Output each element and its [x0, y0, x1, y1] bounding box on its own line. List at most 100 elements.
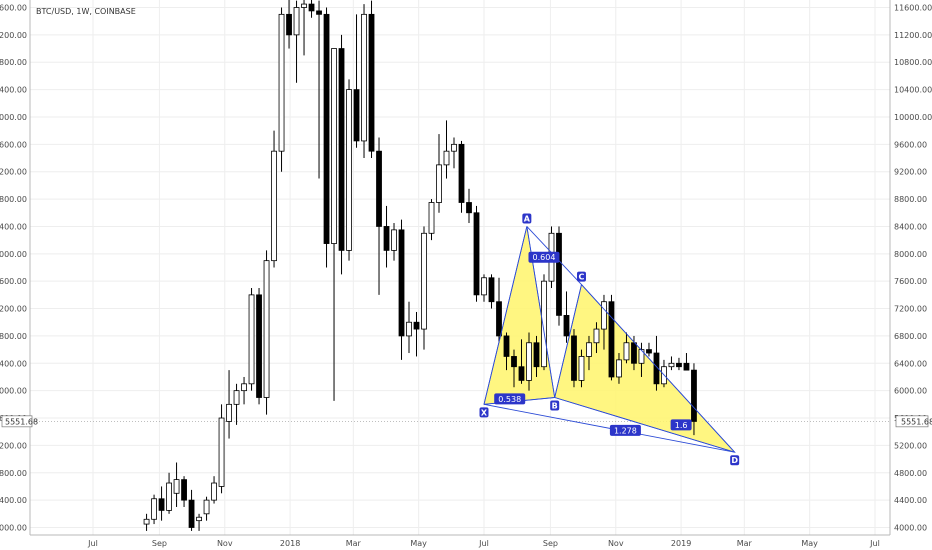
candle — [368, 0, 375, 159]
candle-body — [211, 482, 217, 501]
pattern-leg-xd — [483, 403, 735, 453]
candle — [293, 0, 300, 83]
candle — [608, 294, 615, 381]
candle-body — [458, 143, 465, 203]
candle-body — [203, 499, 210, 515]
y-tick-label-right: 10400.00 — [894, 86, 932, 95]
candle-body — [383, 226, 390, 251]
svg-text:1.6: 1.6 — [675, 421, 688, 430]
candle — [406, 301, 412, 354]
candle — [346, 79, 352, 261]
candle — [181, 476, 187, 507]
candle — [151, 494, 157, 525]
candle — [601, 294, 607, 350]
candle — [203, 496, 210, 521]
candle-body — [278, 13, 285, 152]
candle-body — [376, 150, 382, 227]
candle-body — [616, 359, 622, 378]
candle-body — [271, 150, 277, 262]
candle — [173, 462, 180, 507]
pattern-point-c: C — [576, 271, 586, 282]
pattern-leg-xa — [483, 226, 528, 405]
candle-body — [443, 150, 450, 166]
x-tick-label: Jul — [478, 539, 489, 548]
candle-body — [503, 335, 510, 357]
candle-body — [623, 342, 630, 361]
candle — [616, 353, 622, 384]
candle-body — [578, 356, 585, 381]
candle — [503, 332, 510, 371]
y-tick-label-left: 10400.00 — [0, 86, 27, 95]
x-tick-label: Mar — [737, 539, 753, 548]
candle — [511, 349, 517, 388]
candle-body — [676, 362, 682, 368]
y-tick-label-left: 11600.00 — [0, 4, 27, 13]
y-tick-label-right: 10000.00 — [894, 113, 932, 122]
svg-text:A: A — [524, 214, 531, 223]
price-tag-left: 5551.68 — [1, 415, 38, 428]
candle — [593, 322, 600, 354]
candle-body — [631, 342, 637, 364]
y-tick-label-left: 9600.00 — [0, 140, 27, 149]
candle-body — [316, 10, 322, 15]
candle — [421, 226, 427, 350]
pattern-leg-cd — [581, 284, 736, 453]
candle-body — [346, 89, 352, 251]
x-tick-label: 2018 — [280, 539, 300, 548]
candle — [211, 476, 217, 504]
candle — [458, 140, 465, 213]
chart-title: BTC/USD, 1W, COINBASE — [36, 7, 136, 16]
y-tick-label-right: 6400.00 — [894, 359, 927, 368]
candle-body — [256, 294, 262, 398]
candle-body — [398, 229, 405, 337]
y-tick-label-left: 7600.00 — [0, 277, 27, 286]
candle — [256, 288, 262, 405]
candle — [623, 332, 630, 364]
candles — [143, 0, 697, 531]
candle — [496, 277, 502, 343]
y-tick-label-left: 6400.00 — [0, 359, 27, 368]
candle — [353, 14, 360, 148]
candle — [526, 332, 532, 391]
candle — [488, 274, 495, 309]
candle-body — [526, 342, 532, 381]
pattern-ratio-label: 0.604 — [528, 251, 560, 263]
x-axis-labels: Jul Sep Nov 2018 Mar May Jul Sep Nov 2019 Mar May Ju… — [87, 539, 880, 548]
candle — [331, 48, 337, 401]
candle — [301, 0, 307, 56]
candle-body — [166, 482, 172, 511]
candle-body — [188, 499, 195, 528]
candle — [398, 219, 405, 360]
y-tick-label-left: 8000.00 — [0, 250, 27, 259]
y-tick-label-right: 4000.00 — [894, 524, 927, 533]
candle-body — [601, 301, 607, 330]
y-tick-label-left: 6000.00 — [0, 387, 27, 396]
x-tick-label: May — [410, 539, 427, 548]
candle — [383, 205, 390, 268]
candle-body — [496, 301, 502, 337]
candle — [263, 250, 270, 415]
x-tick-label: Mar — [346, 539, 362, 548]
candle-body — [233, 390, 240, 405]
candle — [691, 363, 697, 436]
x-tick-label: Jul — [869, 539, 880, 548]
candle-body — [653, 352, 660, 385]
candle-body — [593, 328, 600, 344]
candle-body — [248, 294, 255, 385]
y-tick-label-left: 7200.00 — [0, 305, 27, 314]
y-tick-label-right: 6800.00 — [894, 332, 927, 341]
candle-body — [338, 48, 345, 251]
candle — [676, 357, 682, 371]
candle — [563, 291, 570, 343]
candle — [271, 130, 277, 268]
candle-body — [151, 498, 157, 520]
svg-text:0.604: 0.604 — [533, 253, 556, 262]
pattern-ratio-label: 1.278 — [609, 424, 641, 436]
candle-body — [421, 232, 427, 330]
candle — [586, 335, 592, 371]
y-tick-label-left: 8400.00 — [0, 222, 27, 231]
candle — [196, 513, 202, 531]
candle-body — [331, 48, 337, 244]
candle-body — [571, 335, 577, 381]
